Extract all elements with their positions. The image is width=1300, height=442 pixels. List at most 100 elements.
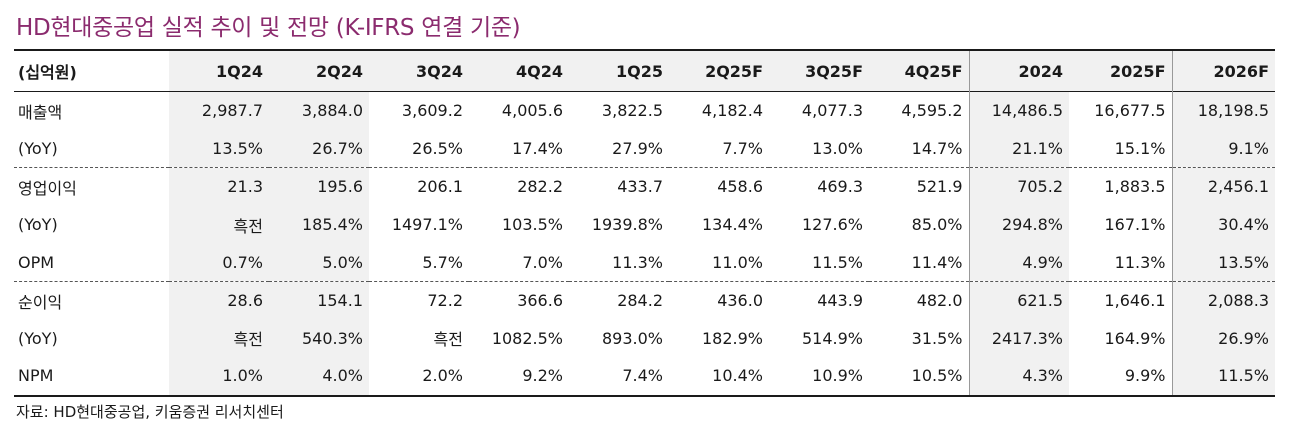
table-cell: 282.2 — [517, 177, 563, 197]
col-header: 2Q24 — [269, 50, 369, 92]
table-cell: 4,005.6 — [501, 101, 563, 121]
table-cell: 294.8% — [968, 205, 1069, 244]
table-cell: 7.4% — [622, 366, 663, 386]
col-header: 2Q25F — [669, 50, 769, 92]
table-cell: 185.4% — [269, 205, 369, 244]
table-row: (YoY) 흑전 185.4% 1497.1% 103.5% 1939.8% 134.4% 1… — [14, 205, 1275, 244]
table-cell: 1,883.5 — [1104, 177, 1166, 197]
table-cell: 154.1 — [269, 281, 369, 320]
table-row: 영업이익 21.3 195.6 206.1 282.2 433.7 458.6 469.3 52… — [14, 167, 1275, 206]
table-cell: 7.7% — [669, 129, 769, 169]
table-cell: 7.0% — [469, 243, 569, 282]
unit-label: (십억원) — [14, 50, 169, 92]
col-header: 1Q25 — [569, 50, 669, 92]
table-cell: 1497.1% — [391, 215, 463, 235]
table-cell: 206.1 — [417, 177, 463, 197]
table-cell: 1.0% — [169, 357, 269, 396]
table-cell: 15.1% — [1069, 129, 1172, 169]
col-header: 2026F — [1171, 50, 1275, 92]
table-cell: 436.0 — [717, 291, 763, 311]
table-cell: 284.2 — [617, 291, 663, 311]
table-cell: 127.6% — [801, 215, 863, 235]
table-cell: 9.9% — [1124, 366, 1166, 386]
table-cell: 흑전 — [169, 319, 269, 358]
table-cell: 21.1% — [968, 129, 1069, 169]
col-header: 4Q24 — [469, 50, 569, 92]
table-cell: 482.0 — [916, 291, 963, 311]
earnings-table: (십억원) 1Q24 2Q24 3Q24 4Q24 1Q25 2Q25F 3Q2… — [14, 49, 1275, 397]
table-cell: 366.6 — [517, 291, 563, 311]
table-cell: 3,822.5 — [601, 101, 663, 121]
table-cell: 433.7 — [617, 177, 663, 197]
table-cell: 30.4% — [1171, 205, 1275, 244]
col-header: 2025F — [1069, 50, 1172, 92]
table-cell: 11.4% — [869, 243, 969, 282]
col-header: 2024 — [968, 50, 1069, 92]
table-cell: 2,987.7 — [169, 91, 269, 130]
table-cell: 521.9 — [916, 177, 963, 197]
table-cell: 11.0% — [669, 243, 769, 282]
table-cell: 9.1% — [1171, 129, 1275, 169]
table-cell: 13.0% — [769, 129, 869, 169]
table-cell: 31.5% — [911, 328, 963, 348]
table-cell: 26.7% — [269, 129, 369, 169]
table-cell: 1,646.1 — [1104, 291, 1166, 311]
table-cell: 13.5% — [1171, 243, 1275, 282]
table-cell: 458.6 — [717, 177, 763, 197]
table-cell: 72.2 — [427, 291, 463, 311]
col-header: 1Q24 — [169, 50, 269, 92]
table-cell: 1082.5% — [491, 328, 563, 348]
table-cell: 164.9% — [1104, 328, 1166, 348]
row-label: NPM — [18, 366, 54, 386]
row-label: (YoY) — [18, 328, 58, 348]
row-label: 순이익 — [18, 292, 63, 312]
table-row: OPM 0.7% 5.0% 5.7% 7.0% 11.3% 11.0% 11.5% 11.4% 4… — [14, 243, 1275, 282]
table-cell: 11.5% — [769, 243, 869, 282]
col-header: 3Q24 — [369, 50, 469, 92]
table-cell: 167.1% — [1104, 215, 1166, 235]
table-cell: 11.5% — [1171, 357, 1275, 396]
table-cell: 540.3% — [269, 319, 369, 358]
table-row: 순이익 28.6 154.1 72.2 366.6 284.2 436.0 443.9 482.… — [14, 281, 1275, 320]
table-row: (YoY) 13.5% 26.7% 26.5% 17.4% 27.9% 7.7% 13.0% 1… — [14, 129, 1275, 169]
table-cell: 4,182.4 — [701, 101, 763, 121]
row-label: (YoY) — [18, 215, 58, 235]
table-cell: 흑전 — [169, 205, 269, 244]
table-cell: 4.9% — [968, 243, 1069, 282]
header-row: (십억원) 1Q24 2Q24 3Q24 4Q24 1Q25 2Q25F 3Q2… — [14, 50, 1275, 92]
table-cell: 0.7% — [169, 243, 269, 282]
table-cell: 469.3 — [817, 177, 863, 197]
table-cell: 5.7% — [369, 243, 469, 282]
table-cell: 흑전 — [433, 330, 463, 350]
table-cell: 26.5% — [369, 129, 469, 169]
table-row: (YoY) 흑전 540.3% 흑전 1082.5% 893.0% 182.9% 514.9%… — [14, 319, 1275, 358]
row-label: (YoY) — [14, 129, 169, 169]
table-cell: 3,609.2 — [401, 101, 463, 121]
table-row: NPM 1.0% 4.0% 2.0% 9.2% 7.4% 10.4% 10.9% 10.5% 4.… — [14, 357, 1275, 396]
table-cell: 621.5 — [968, 281, 1069, 320]
table-cell: 21.3 — [169, 167, 269, 206]
table-cell: 195.6 — [269, 167, 369, 206]
table-cell: 893.0% — [601, 328, 663, 348]
table-cell: 16,677.5 — [1094, 101, 1166, 121]
table-cell: 17.4% — [469, 129, 569, 169]
table-cell: 4.0% — [269, 357, 369, 396]
table-cell: 3,884.0 — [269, 91, 369, 130]
table-cell: 705.2 — [968, 167, 1069, 206]
table-cell: 11.3% — [569, 243, 669, 282]
table-cell: 2,088.3 — [1171, 281, 1275, 320]
table-body: 매출액 2,987.7 3,884.0 3,609.2 4,005.6 3,822.5 4,… — [14, 91, 1275, 396]
table-cell: 85.0% — [911, 215, 963, 235]
table-cell: 14.7% — [869, 129, 969, 169]
table-cell: 26.9% — [1171, 319, 1275, 358]
table-cell: 27.9% — [569, 129, 669, 169]
table-cell: 18,198.5 — [1171, 91, 1275, 130]
col-header: 4Q25F — [869, 50, 969, 92]
table-cell: 10.9% — [812, 366, 863, 386]
row-label: OPM — [14, 243, 169, 282]
row-label: 매출액 — [18, 102, 63, 122]
table-cell: 103.5% — [501, 215, 563, 235]
table-cell: 4,595.2 — [901, 101, 963, 121]
table-cell: 13.5% — [169, 129, 269, 169]
